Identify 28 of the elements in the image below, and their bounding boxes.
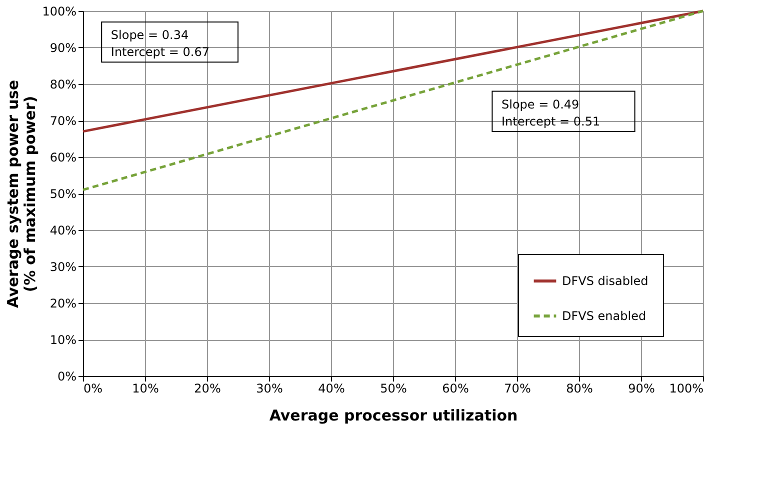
y-tick-label: 100%: [42, 4, 76, 18]
annotation: Slope = 0.49 Intercept = 0.51: [502, 97, 600, 128]
x-tick-label: 80%: [566, 382, 593, 396]
y-tick-label: 10%: [50, 333, 76, 347]
x-tick-label: 70%: [504, 382, 531, 396]
x-tick-label: 50%: [380, 382, 407, 396]
x-tick-label: 20%: [194, 382, 221, 396]
y-axis-title: Average system power use (% of maximum power): [4, 80, 40, 308]
y-tick-label: 30%: [50, 260, 76, 274]
x-tick-label: 0%: [84, 382, 103, 396]
legend-label: DFVS disabled: [562, 274, 648, 288]
y-tick-label: 70%: [50, 114, 76, 128]
y-tick-label: 60%: [50, 150, 76, 164]
y-tick-label: 20%: [50, 296, 76, 310]
y-tick-label: 90%: [50, 41, 76, 55]
y-tick-label: 0%: [57, 370, 76, 384]
x-tick-label: 40%: [318, 382, 345, 396]
x-tick-label: 10%: [132, 382, 159, 396]
annotation: Slope = 0.34 Intercept = 0.67: [110, 28, 210, 59]
legend-label: DFVS enabled: [562, 309, 646, 323]
x-tick-label: 90%: [628, 382, 655, 396]
y-tick-label: 80%: [50, 78, 76, 92]
y-tick-label: 50%: [50, 187, 76, 201]
x-tick-label: 60%: [442, 382, 469, 396]
x-tick-label: 100%: [669, 382, 704, 396]
y-tick-label: 40%: [50, 224, 76, 238]
x-axis-title: Average processor utilization: [269, 406, 518, 424]
x-tick-label: 30%: [256, 382, 283, 396]
